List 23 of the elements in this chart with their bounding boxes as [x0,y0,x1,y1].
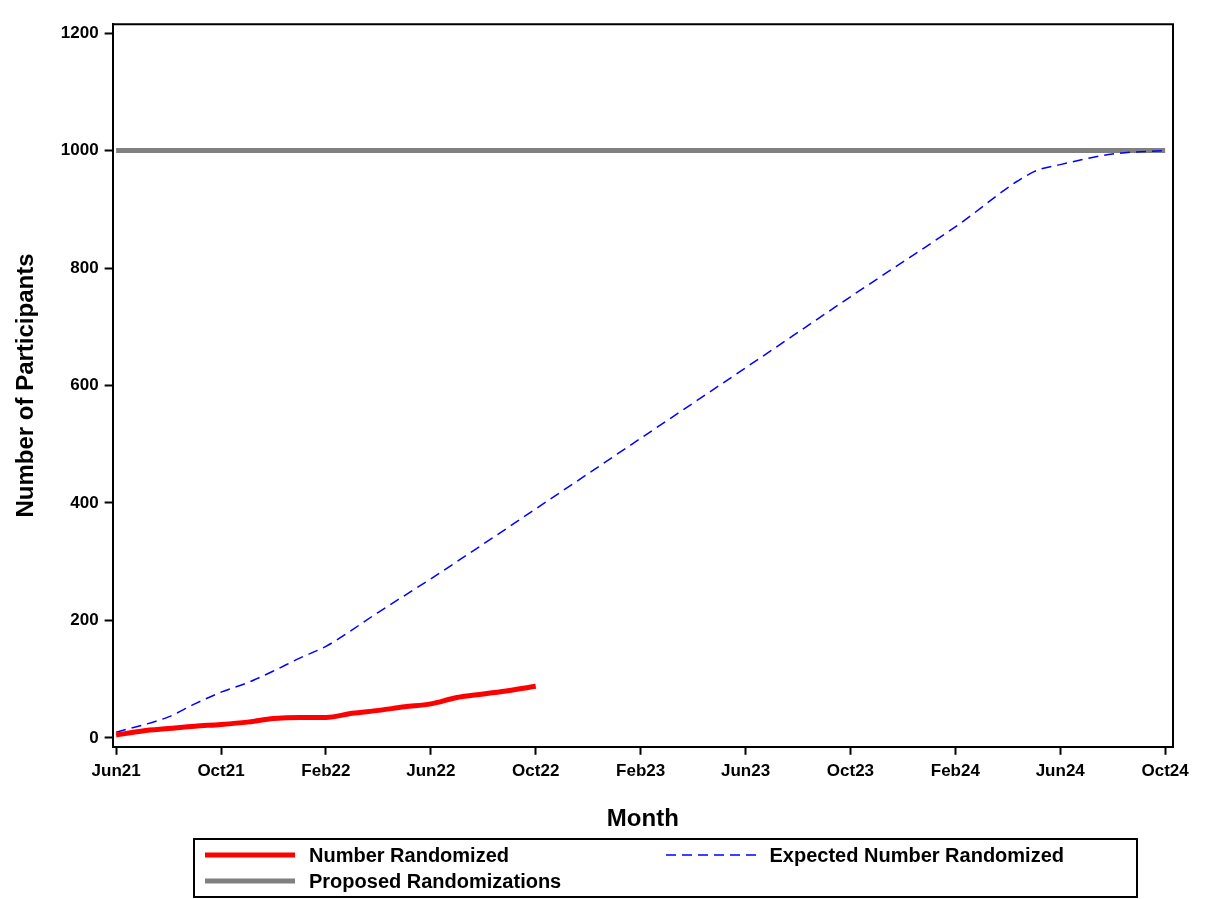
x-tick-label: Oct21 [197,760,245,780]
x-tick-label: Feb24 [930,760,981,780]
x-tick-label: Feb23 [616,760,666,780]
x-tick-label: Jun21 [91,760,141,780]
y-tick-label: 0 [89,727,99,747]
y-tick-label: 200 [70,610,99,630]
x-tick-label: Feb22 [301,760,351,780]
y-tick-label: 600 [70,375,99,395]
x-tick-label: Oct24 [1141,760,1190,780]
y-tick-label: 400 [70,492,99,512]
y-tick-label: 800 [70,257,99,277]
y-axis-title: Number of Participants [11,253,39,518]
y-tick-label: 1000 [60,140,99,160]
legend-label: Expected Number Randomized [769,843,1065,868]
x-tick-label: Jun24 [1035,760,1086,780]
x-tick-label: Oct22 [512,760,560,780]
legend-label: Number Randomized [309,843,510,868]
x-tick-label: Jun23 [720,760,771,780]
x-axis-title: Month [606,804,679,832]
x-tick-label: Oct23 [826,760,875,780]
y-tick-label: 1200 [60,22,99,42]
x-tick-label: Jun22 [406,760,456,780]
legend-label: Proposed Randomizations [309,869,562,894]
